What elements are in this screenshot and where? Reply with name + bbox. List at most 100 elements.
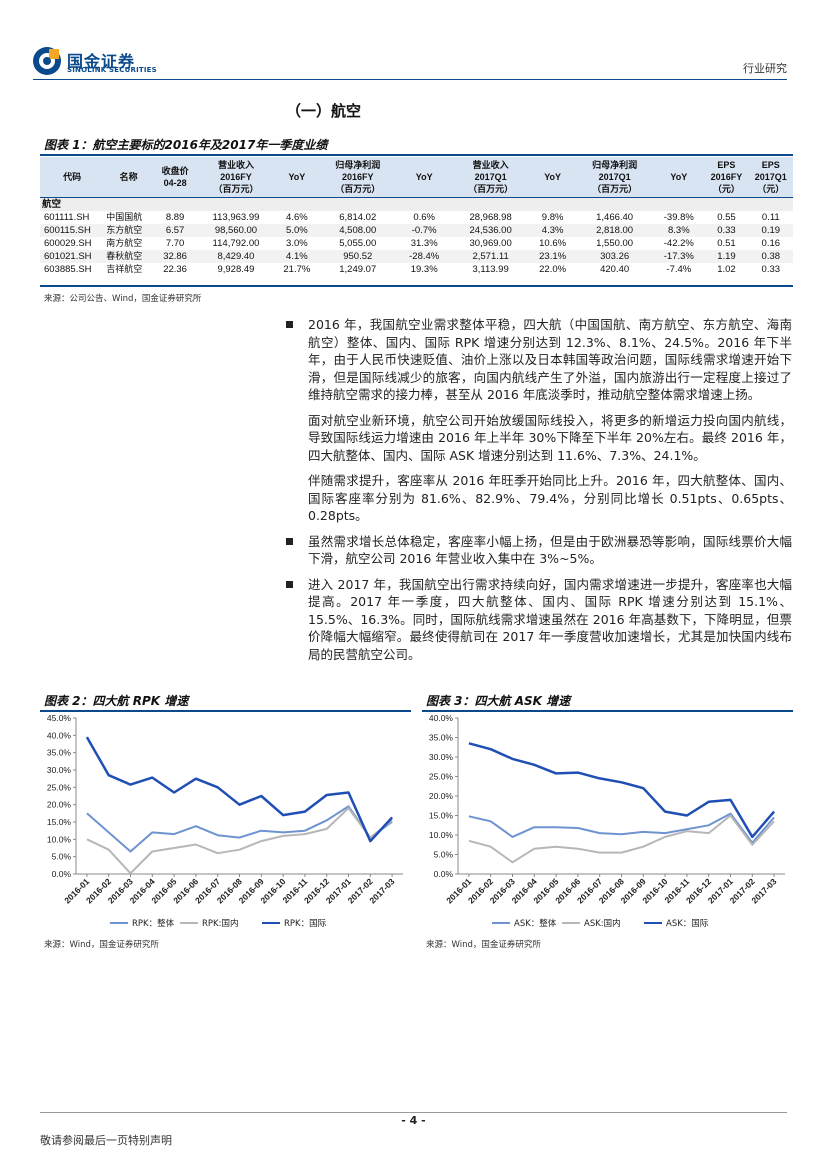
table-cell: 南方航空 [106,238,143,248]
series-line-2 [468,742,776,839]
bullet-item: 虽然需求增长总体稳定，客座率小幅上扬，但是由于欧洲暴恐等影响，国际线票价大幅下滑… [284,533,792,568]
chart-svg: 0.0% 5.0% 10.0% 15.0% 20.0% 25.0% 30.0% 35.0% 40… [429,713,785,929]
table-cell: 吉祥航空 [106,264,143,274]
header-line: （百万元） [592,184,638,194]
table-row: 600115.SH 东方航空 6.57 98,560.00 5.0% 4,508.00 -0… [40,224,793,237]
table-cell: 22.0% [539,264,567,275]
table-header-row: 代码 名称 收盘价 04-28 营业收入 2016FY （百万元） YoY 归母净利润 2016F… [40,157,793,198]
bullet-square-icon [286,580,293,588]
bullet-square-icon [286,537,293,545]
y-tick-label: 5.0% [52,852,72,862]
y-tick-label: 0.0% [434,869,454,879]
table-cell: 98,560.00 [197,224,275,237]
header-line: 2017Q1 [754,172,787,182]
ask-growth-chart: 0.0% 5.0% 10.0% 15.0% 20.0% 25.0% 30.0% 35.0% 40… [422,712,793,934]
legend-label: ASK：整体 [514,918,557,929]
series-line-0 [86,805,393,853]
header-line: 04-28 [163,178,187,188]
header-line: YoY [670,172,688,182]
header-line: 2016FY [341,172,374,182]
y-tick-label: 30.0% [429,752,454,762]
y-tick-label: 40.0% [429,713,454,723]
chart-title-rpk: 图表 2：四大航 RPK 增速 [44,694,189,708]
paragraph-text: 2016 年，我国航空业需求整体平稳，四大航（中国国航、南方航空、东方航空、海南… [308,317,792,402]
table-row: 600029.SH 南方航空 7.70 114,792.00 3.0% 5,055.00 3… [40,237,793,250]
paragraph-text: 面对航空业新环境，航空公司开始放缓国际线投入，将更多的新增运力投向国内航线，导致… [308,412,792,463]
header-line: 归母净利润 [335,160,381,170]
table-header-cell: YoY [397,157,452,198]
chart-title-ask: 图表 3：四大航 ASK 增速 [426,694,571,708]
table-cell: 0.51 [717,238,736,249]
header-line: （百万元） [213,184,259,194]
y-tick-label: 10.0% [429,830,454,840]
table-header-cell: 营业收入 2016FY （百万元） [197,157,275,198]
table-cell: 23.1% [529,250,576,263]
table-cell: -28.4% [396,250,452,263]
table-cell: 30,969.00 [469,238,512,249]
y-tick-label: 25.0% [47,782,72,792]
table-cell: 600115.SH [40,224,105,237]
logo-text-cn: 国金证券 [67,52,136,71]
chart-svg: 0.0% 5.0% 10.0% 15.0% 20.0% 25.0% 30.0% 35.0% 40… [47,713,403,929]
table-cell: 4.1% [274,250,319,263]
table-cell: 6.57 [152,224,198,237]
table-cell: 603885.SH [44,264,92,275]
table-row: 601111.SH 中国国航 8.89 113,963.99 4.6% 6,814.02 0… [40,211,793,224]
table-figure-title: 图表 1：航空主要标的2016年及2017年一季度业绩 [44,138,328,152]
y-tick-label: 15.0% [429,811,454,821]
legend-label: ASK:国内 [584,918,621,929]
y-tick-label: 35.0% [47,748,72,758]
table-cell: -42.2% [663,238,694,249]
paragraph-text: 伴随需求提升，客座率从 2016 年旺季开始同比上升。2016 年，四大航整体、… [308,473,792,523]
table-cell: 2,571.11 [451,250,530,263]
table-header-cell: YoY [529,157,576,198]
table-figure-rule [40,154,793,156]
header-line: 代码 [63,172,82,182]
y-tick-label: 35.0% [429,733,454,743]
legend-label: ASK：国际 [666,919,709,929]
analysis-text: 2016 年，我国航空业需求整体平稳，四大航（中国国航、南方航空、东方航空、海南… [284,316,792,671]
table-cell: 2,818.00 [575,224,654,237]
disclaimer-note: 敬请参阅最后一页特别声明 [40,1134,172,1147]
table-cell: 6,814.02 [339,212,377,223]
header-line: （元） [757,184,785,194]
series-line-0 [468,812,775,844]
rpk-growth-chart: 0.0% 5.0% 10.0% 15.0% 20.0% 25.0% 30.0% 35.0% 40… [40,712,411,934]
table-cell: 32.86 [152,250,198,263]
header-line: 归母净利润 [592,160,638,170]
table-cell: 8,429.40 [197,250,275,263]
table-cell: 601021.SH [40,250,105,263]
table-cell: 4.6% [286,212,308,223]
table-cell: 0.6% [413,212,435,223]
table-cell: 东方航空 [104,224,153,237]
table-cell: 0.33 [704,224,749,237]
table-cell: 24,536.00 [451,224,530,237]
table-header-cell: 归母净利润 2016FY （百万元） [319,157,397,198]
table-cell: 420.40 [600,264,630,275]
y-tick-label: 0.0% [52,869,72,879]
table-cell: 113,963.99 [212,212,260,223]
table-cell: 3,113.99 [472,264,509,275]
table-header-cell: YoY [275,157,319,198]
table-header-cell: 代码 [40,157,104,198]
table-cell: 21.7% [283,264,311,275]
table-group-row: 航空 [40,197,793,211]
bullet-square-icon [286,321,293,328]
page-number: - 4 - [401,1114,426,1127]
table-cell: 0.16 [761,238,781,249]
table-cell: 1,249.07 [339,264,377,275]
table-cell: 3.0% [286,238,308,249]
y-tick-label: 40.0% [47,730,72,740]
header-line: 2016FY [220,172,252,182]
table-cell: 950.52 [319,250,397,263]
y-tick-label: 45.0% [47,713,72,723]
chart-rule-ask [422,710,793,712]
chart-source-ask: 来源：Wind，国金证券研究所 [426,940,541,950]
footer-divider [40,1112,787,1113]
y-tick-label: 15.0% [47,817,72,827]
header-line: 收盘价 [161,166,189,176]
table-header-cell: 名称 [104,157,153,198]
legend-label: RPK:国内 [202,918,238,929]
table-header-cell: 收盘价 04-28 [153,157,197,198]
y-tick-label: 20.0% [47,800,72,810]
